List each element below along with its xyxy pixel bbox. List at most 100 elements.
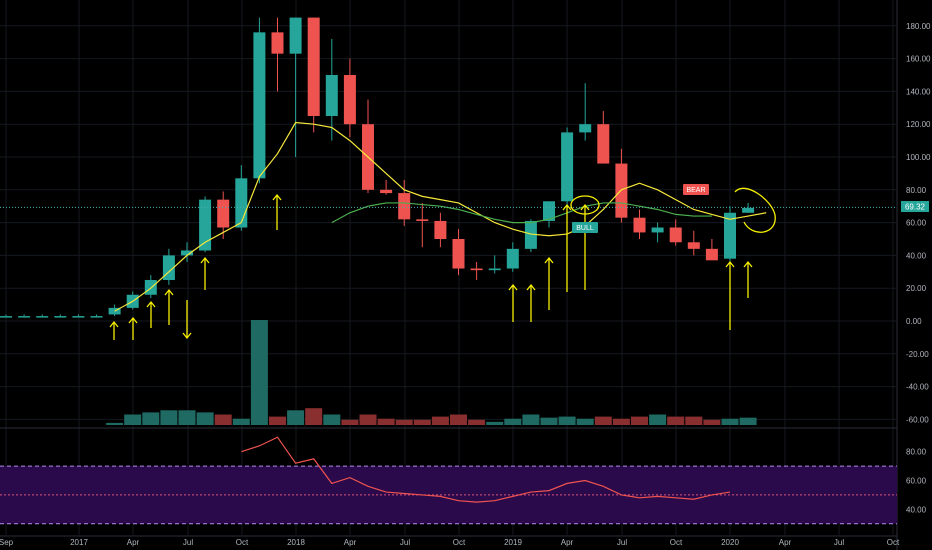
x-tick-label: Jul <box>400 538 410 547</box>
candle-body <box>488 268 501 271</box>
volume-bar <box>685 416 703 425</box>
volume-bar <box>468 419 486 425</box>
candle-body <box>36 316 49 318</box>
candle-body <box>18 316 31 318</box>
volume-bar <box>667 416 685 425</box>
volume-bars <box>106 320 757 425</box>
volume-bar <box>250 320 268 425</box>
y-tick-label: 80.00 <box>906 186 927 195</box>
volume-bar <box>522 414 540 425</box>
rsi-tick-label: 60.00 <box>906 477 927 486</box>
volume-bar <box>124 414 142 425</box>
volume-bar <box>576 418 594 425</box>
x-tick-label: 2017 <box>70 538 88 547</box>
volume-bar <box>558 416 576 425</box>
up-arrow-head <box>128 316 138 324</box>
x-tick-label: Sep <box>0 538 14 547</box>
up-arrow-head <box>272 193 282 201</box>
y-tick-label: -20.00 <box>906 350 929 359</box>
price-labels: 69.32 BEAR BULL <box>572 184 929 233</box>
candle-body <box>398 193 411 220</box>
highlight-loop <box>734 187 776 233</box>
candle-body <box>470 268 483 271</box>
y-tick-label: 120.00 <box>906 120 931 129</box>
candle-body <box>633 217 646 233</box>
x-tick-label: Oct <box>453 538 466 547</box>
candle-body <box>90 316 103 318</box>
candle-body <box>724 212 736 259</box>
x-tick-label: 2020 <box>721 538 739 547</box>
candle-body <box>579 124 592 133</box>
volume-bar <box>612 418 630 425</box>
rsi-tick-label: 40.00 <box>906 505 927 514</box>
moving-average-lines <box>0 121 897 312</box>
candle-body <box>380 189 393 194</box>
candle-body <box>325 75 338 116</box>
y-tick-label: 140.00 <box>906 87 931 96</box>
candle-body <box>144 280 157 295</box>
volume-bar <box>287 410 305 425</box>
up-arrow-head <box>146 300 156 308</box>
volume-bar <box>214 414 232 425</box>
volume-bar <box>450 414 467 425</box>
sma-line <box>331 202 712 224</box>
volume-bar <box>540 417 558 425</box>
x-tick-label: Oct <box>236 538 249 547</box>
grid <box>0 0 898 550</box>
volume-bar <box>504 418 522 425</box>
candle-body <box>289 17 302 54</box>
bear-label: BEAR <box>686 187 705 194</box>
up-arrow-head <box>109 320 119 328</box>
y-tick-label: 20.00 <box>906 284 927 293</box>
bull-label: BULL <box>576 225 594 232</box>
rsi-pane[interactable]: 80.00 60.00 40.00 <box>0 427 927 525</box>
last-price-label: 69.32 <box>905 203 926 212</box>
candle-body <box>434 220 447 239</box>
x-tick-label: Apr <box>779 538 792 547</box>
candle-body <box>235 178 248 228</box>
x-tick-label: Apr <box>344 538 357 547</box>
candle-body <box>54 316 67 318</box>
volume-bar <box>142 412 160 425</box>
volume-bar <box>359 414 377 425</box>
volume-bar <box>431 416 449 425</box>
x-tick-label: 2018 <box>287 538 305 547</box>
rsi-line <box>241 436 731 503</box>
up-arrow-head <box>508 283 518 291</box>
candle-body <box>217 199 230 228</box>
y-axis: 180.00 160.00 140.00 120.00 100.00 80.00 60.00… <box>906 22 931 425</box>
x-tick-label: Oct <box>670 538 683 547</box>
volume-bar <box>631 416 648 425</box>
candle-body <box>0 316 12 318</box>
candle-body <box>253 32 266 179</box>
candle-body <box>687 242 700 249</box>
candle-body <box>181 250 193 256</box>
up-arrow-head <box>580 203 590 211</box>
ema-line <box>114 121 767 312</box>
y-tick-label: 160.00 <box>906 55 931 64</box>
volume-bar <box>232 418 250 425</box>
volume-bar <box>739 417 757 425</box>
x-tick-label: 2019 <box>504 538 522 547</box>
x-tick-label: Jul <box>834 538 844 547</box>
volume-bar <box>721 418 739 425</box>
volume-bar <box>305 408 323 425</box>
volume-bar <box>594 416 612 425</box>
annotations <box>109 187 776 340</box>
candle-body <box>651 227 664 233</box>
candle-body <box>416 219 429 221</box>
candle-body <box>742 207 755 213</box>
candle-body <box>524 220 537 249</box>
candle-body <box>561 132 574 202</box>
x-tick-label: Jul <box>617 538 627 547</box>
x-tick-label: Jul <box>183 538 193 547</box>
up-arrow-head <box>544 256 554 264</box>
up-arrow-head <box>200 256 210 264</box>
candle-body <box>199 199 212 251</box>
candle-body <box>271 32 284 54</box>
bull-marker <box>572 222 598 233</box>
volume-bar <box>703 419 721 425</box>
candle-body <box>597 124 610 164</box>
x-axis: Sep 2017 Apr Jul Oct 2018 Apr Jul Oct 2019 Apr Jul O… <box>0 535 900 547</box>
